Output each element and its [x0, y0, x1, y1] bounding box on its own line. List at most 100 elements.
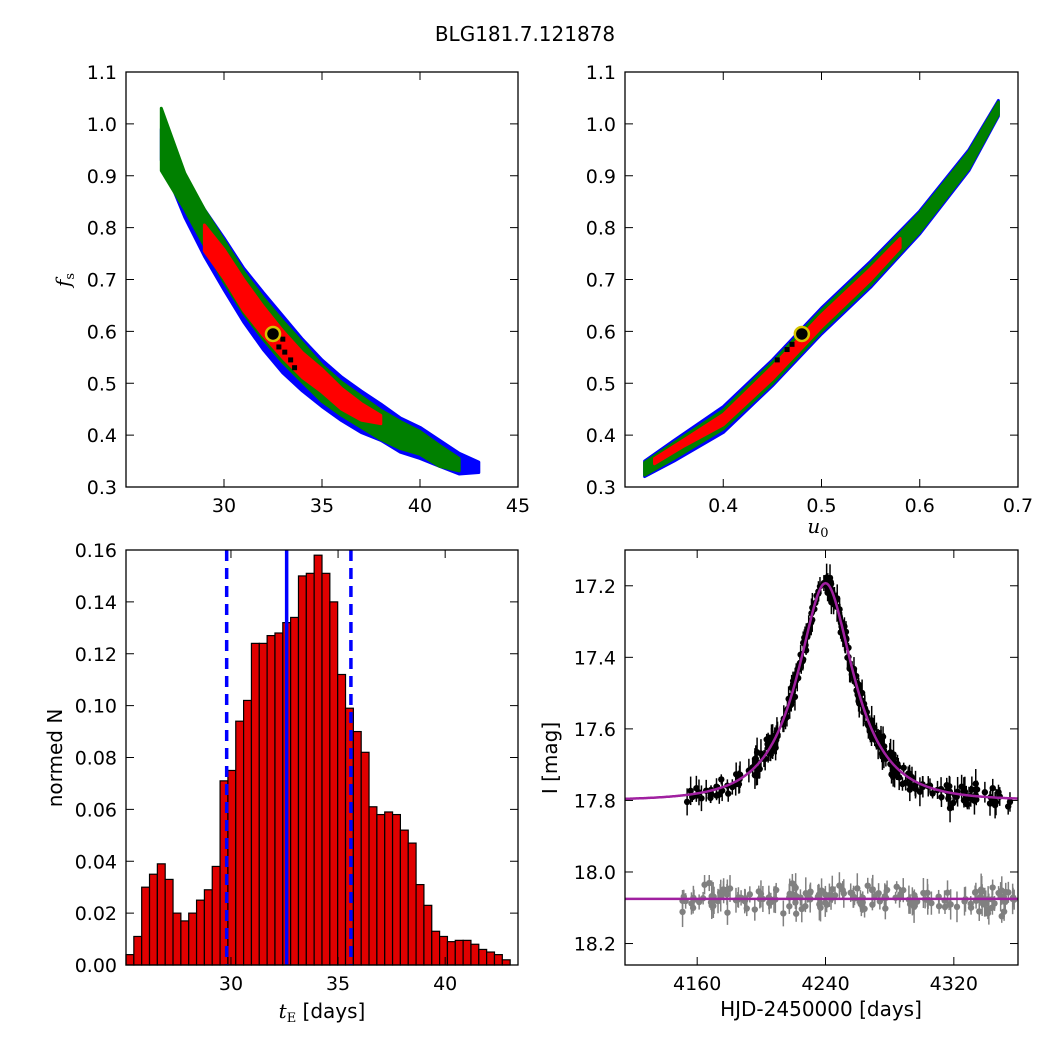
secondary-data-point — [772, 886, 780, 894]
secondary-data-point — [935, 903, 943, 910]
best-fit-marker — [793, 325, 811, 343]
secondary-data-point — [802, 890, 809, 897]
x-tick-label: 0.7 — [1003, 495, 1033, 517]
sample-point — [280, 336, 286, 342]
primary-data-point — [973, 796, 980, 803]
histogram-bar — [446, 941, 456, 966]
histogram-bar — [266, 634, 276, 966]
histogram-bar — [133, 935, 143, 966]
secondary-data-point — [976, 908, 983, 915]
primary-data-point — [991, 801, 999, 809]
secondary-data-point — [972, 888, 980, 896]
histogram-bar — [493, 954, 503, 966]
secondary-data-point — [726, 885, 734, 892]
histogram-bar — [235, 720, 245, 966]
y-tick-label: 0.6 — [87, 321, 117, 343]
y-tick-label: 17.6 — [574, 719, 616, 741]
secondary-data-point — [723, 891, 731, 898]
y-tick-label: 0.4 — [586, 425, 616, 447]
x-tick-label: 35 — [310, 495, 334, 517]
u0-axis-label: u0 — [807, 514, 828, 541]
confidence-region-inner — [202, 223, 383, 426]
histogram-bar — [243, 699, 253, 966]
confidence-region-mid — [159, 106, 461, 473]
histogram-bar — [227, 769, 237, 966]
primary-data-point — [906, 786, 914, 793]
primary-data-point — [900, 764, 907, 771]
histogram-bar — [164, 878, 174, 966]
y-tick-label: 18.0 — [574, 862, 616, 884]
secondary-data-point — [695, 898, 703, 906]
histogram-bar — [344, 707, 354, 966]
sample-point — [784, 347, 790, 353]
histogram-bar — [407, 842, 417, 966]
primary-data-point — [949, 799, 957, 807]
histogram-bar — [141, 886, 151, 966]
secondary-data-point — [945, 901, 953, 908]
light-curve-plot-area — [625, 563, 1018, 928]
primary-data-point — [929, 790, 936, 797]
histogram-bar — [462, 939, 472, 966]
secondary-data-point — [1002, 898, 1009, 906]
secondary-data-point — [864, 882, 871, 889]
histogram-bar — [415, 883, 425, 966]
primary-data-point — [945, 795, 952, 802]
y-tick-label: 17.8 — [574, 790, 616, 812]
x-tick-label: 0.4 — [708, 495, 738, 517]
confidence-region-mid — [643, 100, 1000, 477]
secondary-data-point — [982, 900, 989, 907]
primary-data-point — [981, 789, 989, 796]
histogram-bar — [297, 575, 307, 966]
confidence-region-outer — [159, 127, 481, 476]
y-tick-label: 0.6 — [586, 321, 616, 343]
primary-data-point — [732, 771, 740, 778]
secondary-data-point — [708, 902, 715, 909]
histogram-bar — [431, 930, 441, 966]
histogram-bar — [454, 939, 464, 966]
plot-frame — [624, 549, 1019, 966]
histogram-bar — [391, 813, 401, 966]
secondary-data-point — [839, 886, 846, 894]
y-tick-label: 0.7 — [87, 270, 117, 292]
histogram-bar — [439, 935, 449, 966]
x-tick-label: 4160 — [673, 973, 721, 995]
secondary-data-point — [780, 910, 787, 917]
y-tick-label: 0.5 — [586, 373, 616, 395]
primary-data-point — [988, 797, 996, 804]
best-fit-marker — [264, 325, 282, 343]
primary-data-point — [707, 794, 714, 802]
histogram-bar — [399, 829, 409, 966]
histogram-bar — [376, 813, 386, 966]
secondary-data-point — [854, 885, 861, 892]
primary-data-point — [888, 771, 895, 778]
primary-data-point — [752, 755, 760, 762]
secondary-data-point — [792, 910, 800, 917]
primary-data-point — [772, 744, 779, 751]
histogram-bar — [329, 601, 339, 966]
histogram-bar — [188, 912, 198, 966]
y-tick-label: 0.16 — [75, 540, 117, 562]
histogram-bar — [478, 948, 488, 966]
primary-data-point — [895, 774, 903, 781]
secondary-data-point — [977, 886, 985, 893]
x-tick-label: 0.6 — [905, 495, 935, 517]
y-tick-label: 0.00 — [75, 955, 117, 977]
secondary-data-point — [953, 903, 961, 911]
secondary-data-point — [897, 891, 904, 898]
histogram-bar — [258, 642, 268, 966]
y-tick-label: 0.7 — [586, 270, 616, 292]
histogram-bar — [148, 873, 158, 966]
y-tick-label: 0.14 — [75, 592, 117, 614]
x-tick-label: 45 — [506, 495, 530, 517]
secondary-data-point — [858, 901, 865, 909]
secondary-data-point — [989, 884, 996, 891]
y-tick-label: 0.9 — [586, 166, 616, 188]
secondary-data-point — [998, 912, 1005, 920]
histogram-bar — [501, 959, 511, 966]
secondary-data-point — [1005, 889, 1012, 896]
histogram-bar — [274, 632, 284, 966]
primary-data-point — [943, 782, 950, 789]
primary-data-point — [791, 693, 799, 701]
secondary-data-point — [967, 900, 974, 907]
secondary-data-point — [679, 908, 686, 916]
